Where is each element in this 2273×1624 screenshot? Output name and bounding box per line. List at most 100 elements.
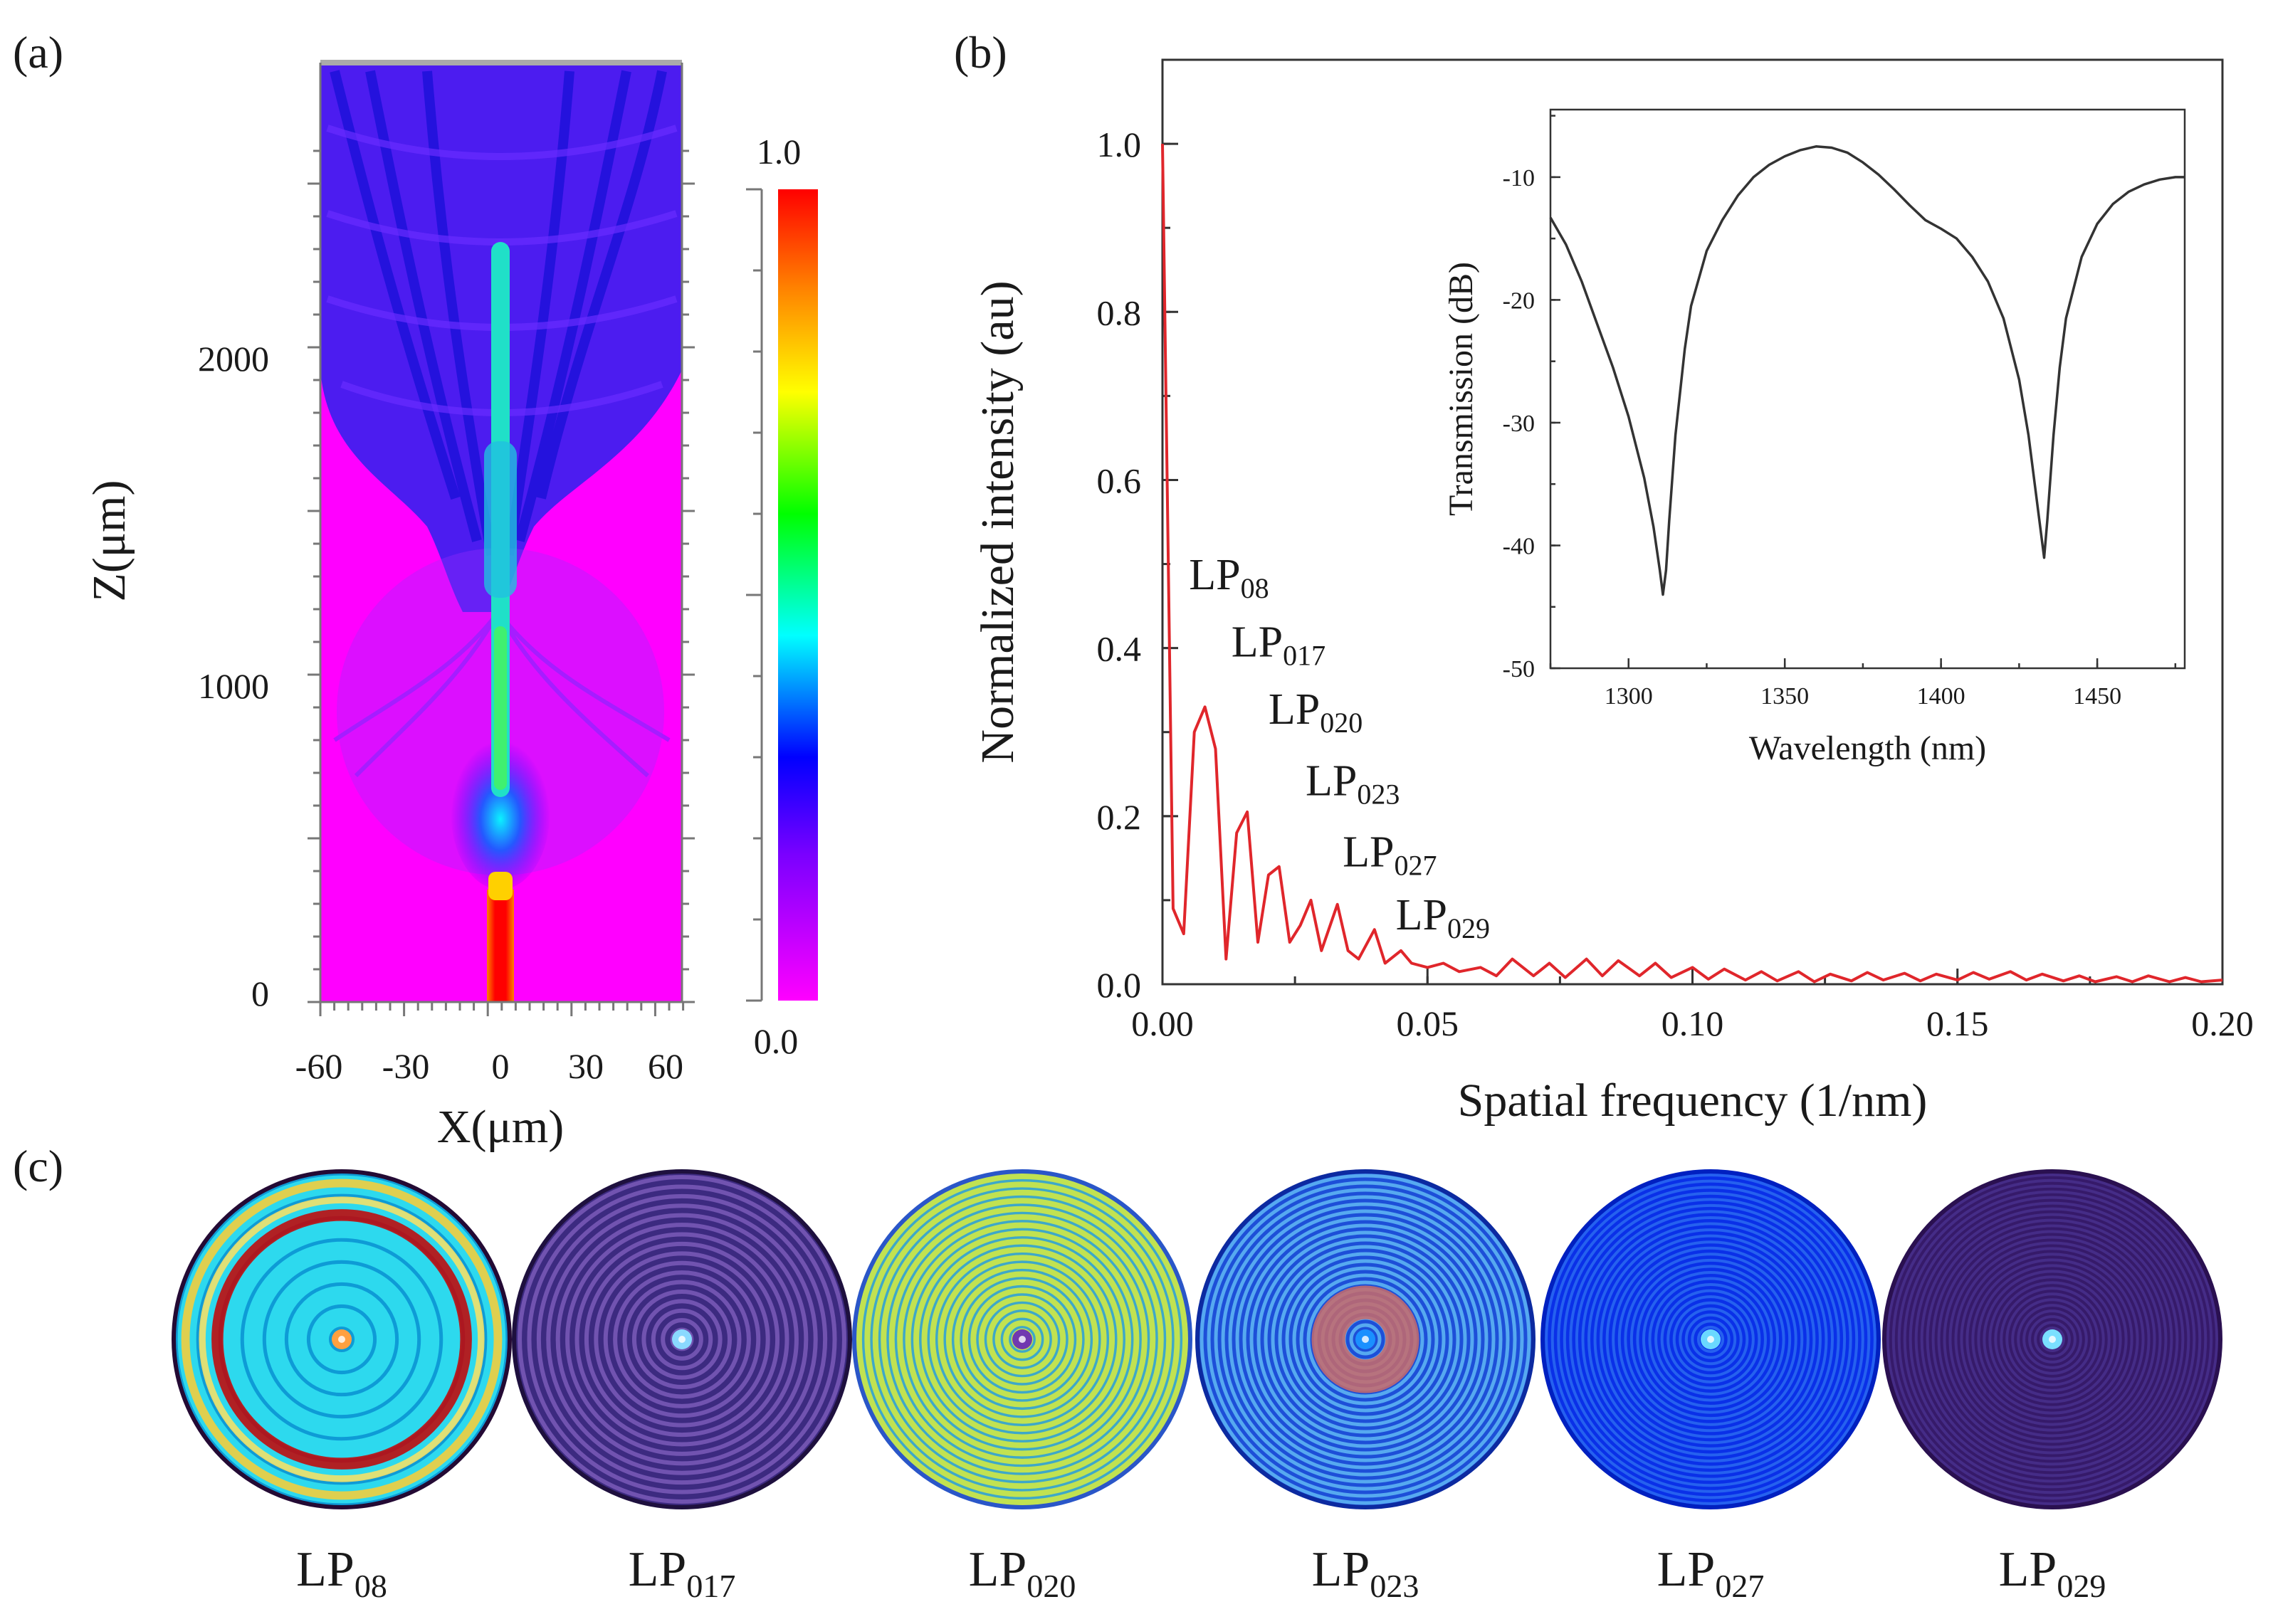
mode-ring [1575, 1203, 1847, 1475]
mode-ring [288, 1285, 396, 1393]
mode-edge [1195, 1169, 1536, 1509]
mode-ring [945, 1262, 1099, 1416]
mode-annotation-base: LP [1343, 828, 1394, 877]
mode-label-sub: 020 [1027, 1568, 1076, 1604]
inset-ytick-label: -50 [1503, 656, 1535, 682]
mode-ring [987, 1304, 1058, 1375]
mode-ring [921, 1238, 1123, 1440]
mode-ring [1983, 1270, 2122, 1409]
b-xtick-label: 0.10 [1662, 1003, 1724, 1043]
inset-ytick-label: -10 [1503, 165, 1535, 191]
inset-series-line [1549, 145, 2185, 596]
mode-ring [1593, 1222, 1828, 1457]
mode-annotation: LP08 [1189, 551, 1269, 604]
mode-ring [954, 1271, 1091, 1408]
mode-label: LP029 [1999, 1542, 2106, 1604]
a-xtick-60: 60 [648, 1046, 683, 1086]
mode-ring [1271, 1245, 1460, 1434]
colorbar-ticks [746, 188, 763, 1002]
colorbar [778, 189, 818, 1001]
mode-band [211, 1209, 472, 1470]
mode-ring [1994, 1281, 2111, 1398]
mode-ring [994, 1312, 1050, 1367]
panel-a-letter: (a) [13, 27, 63, 78]
mode-ring [613, 1270, 751, 1408]
mode-ring [584, 1241, 780, 1438]
mode-center-dot [1707, 1336, 1714, 1343]
mode-ring [2017, 1304, 2088, 1375]
mode-ring [574, 1232, 789, 1447]
mode-center-dot [1362, 1336, 1369, 1343]
colorbar-max-label: 1.0 [757, 132, 802, 172]
mode-ring [1679, 1307, 1743, 1371]
b-xtick-label: 0.20 [2191, 1003, 2254, 1043]
mode-ring [266, 1263, 418, 1415]
mode-ring [1891, 1179, 2213, 1500]
mode-label: LP017 [629, 1542, 736, 1604]
mode-ring [1971, 1258, 2133, 1420]
mode-ring [1256, 1230, 1474, 1448]
colorbar-min-label: 0.0 [754, 1021, 799, 1061]
b-xtick-label: 0.15 [1926, 1003, 1989, 1043]
mode-ring [1977, 1264, 2128, 1415]
mode-ring [1605, 1234, 1816, 1445]
mode-label-sub: 017 [686, 1568, 735, 1604]
mode-edge [1540, 1169, 1881, 1509]
mode-ring [888, 1206, 1156, 1473]
mode-label-sub: 08 [355, 1568, 387, 1604]
mode-ring [1285, 1259, 1446, 1420]
mode-ring [1563, 1191, 1859, 1487]
mode-ring [1349, 1323, 1382, 1356]
mode-band [1311, 1285, 1419, 1393]
mode-label: LP023 [1312, 1542, 1419, 1604]
mode-label-sub: 023 [1370, 1568, 1419, 1604]
mode-ring [2028, 1315, 2077, 1364]
a-xtick-0: 0 [492, 1046, 510, 1086]
mode-ring [1660, 1289, 1761, 1390]
mode-ring [555, 1213, 809, 1466]
mode-ring [929, 1246, 1115, 1433]
inset-xlabel: Wavelength (nm) [1749, 729, 1986, 767]
mode-ring [518, 1175, 846, 1504]
mode-profile-029: LP029 [1882, 1169, 2222, 1604]
mode-ring [1666, 1295, 1755, 1383]
mode-ring [1926, 1213, 2179, 1466]
mode-ring [2040, 1327, 2065, 1352]
mode-edge [512, 1169, 852, 1509]
mode-ring [1214, 1188, 1517, 1491]
inset-ytick-label: -30 [1503, 411, 1535, 437]
mode-ring [310, 1307, 374, 1371]
mode-ring [1228, 1202, 1503, 1477]
mode-annotation-base: LP [1189, 551, 1240, 599]
mode-annotation-sub: 017 [1283, 639, 1326, 671]
mode-ring [1278, 1252, 1453, 1427]
mode-ring [1617, 1246, 1804, 1433]
mode-ring [1306, 1280, 1424, 1398]
mode-ring [1943, 1230, 2162, 1449]
inset-xtick-label: 1400 [1917, 683, 1965, 710]
mode-label-base: LP [629, 1542, 687, 1597]
mode-center-dot [2049, 1336, 2056, 1343]
mode-profile-017: LP017 [512, 1169, 852, 1604]
b-ytick-label: 0.6 [1097, 460, 1142, 500]
mode-annotation: LP027 [1343, 828, 1437, 882]
mode-label-base: LP [1312, 1542, 1370, 1597]
mode-ring [905, 1222, 1140, 1457]
mode-ring [2005, 1292, 2099, 1386]
mode-ring [872, 1189, 1172, 1489]
mode-profile-027: LP027 [1540, 1169, 1881, 1604]
mode-edge [852, 1169, 1192, 1509]
mode-ring [1299, 1273, 1432, 1406]
mode-ring [1581, 1210, 1840, 1469]
mode-ring [1207, 1181, 1524, 1498]
beam-propagation-heatmap [320, 63, 682, 1002]
a-xlabel: X(μm) [437, 1101, 564, 1153]
mode-ring [2011, 1298, 2094, 1381]
mode-ring [536, 1193, 828, 1485]
mode-ring [2034, 1321, 2071, 1358]
b-xlabel: Spatial frequency (1/nm) [1458, 1075, 1928, 1127]
b-ylabel: Normalized intensity (au) [972, 280, 1024, 763]
mode-ring [1221, 1195, 1510, 1484]
mode-ring [1672, 1301, 1749, 1378]
mode-center-dot [338, 1336, 345, 1343]
